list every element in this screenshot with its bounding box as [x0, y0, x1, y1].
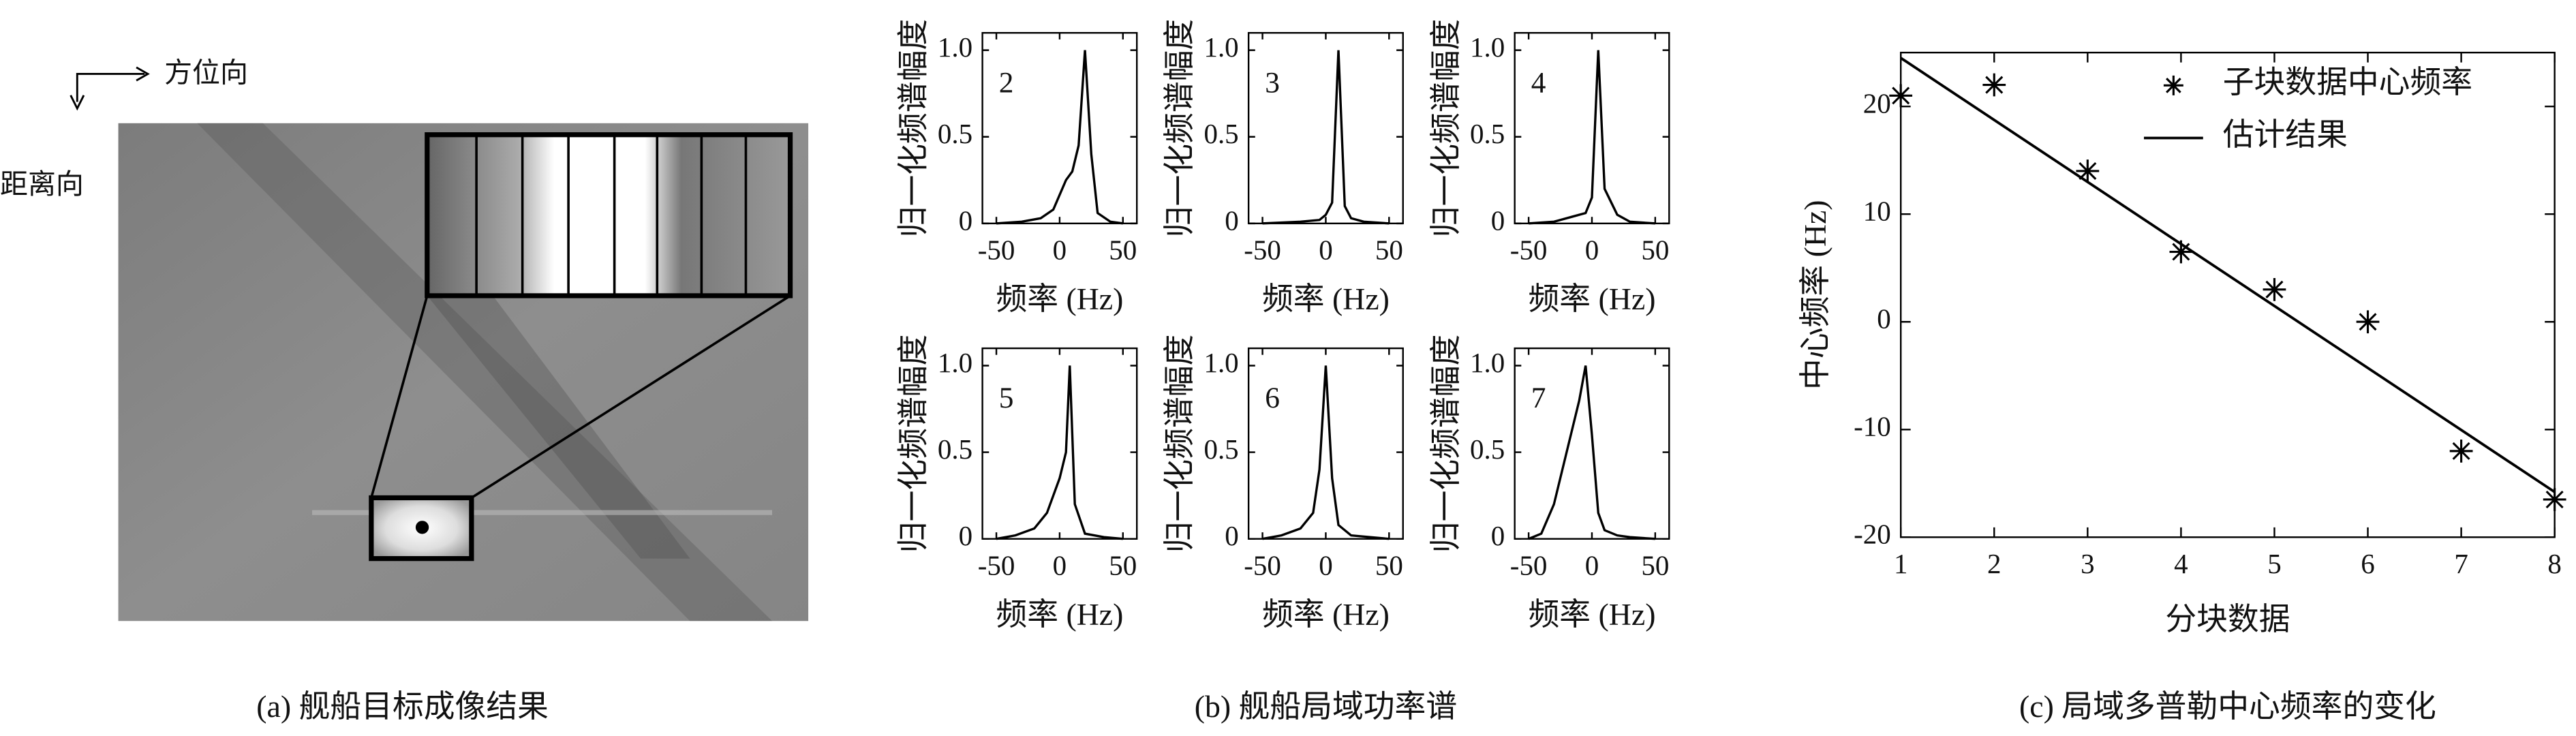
x-tick-label: 0	[1585, 550, 1599, 581]
y-axis-label: 归一化频谱幅度	[1428, 19, 1463, 238]
data-line	[1262, 50, 1390, 225]
y-tick-label: 0	[1491, 520, 1505, 551]
caption: (b) 舰船局域功率谱	[1195, 689, 1457, 724]
x-axis-label: 频率 (Hz)	[996, 597, 1123, 632]
y-tick-label: 0.5	[938, 433, 972, 465]
y-tick-label: 1.0	[938, 31, 972, 63]
data-point	[1982, 73, 2006, 97]
y-axis-label: 归一化频谱幅度	[896, 335, 931, 553]
x-tick-label: 0	[1585, 234, 1599, 266]
data-line	[996, 50, 1124, 225]
panel-number: 2	[999, 66, 1014, 99]
data-point	[2356, 310, 2380, 334]
panel-number: 5	[999, 382, 1014, 414]
y-tick-label: -20	[1854, 519, 1891, 550]
x-tick-label: 0	[1053, 550, 1067, 581]
x-tick-label: 6	[2361, 548, 2374, 579]
x-tick-label: -50	[1510, 234, 1548, 266]
y-tick-label: 10	[1863, 196, 1891, 227]
panel-number: 6	[1265, 382, 1280, 414]
y-tick-label: -10	[1854, 411, 1891, 442]
y-tick-label: 1.0	[1203, 31, 1238, 63]
data-line	[1262, 365, 1390, 540]
y-tick-label: 0	[1491, 204, 1505, 236]
x-tick-label: 4	[2174, 548, 2188, 579]
y-tick-label: 1.0	[1203, 347, 1238, 378]
x-tick-label: -50	[978, 234, 1015, 266]
x-tick-label: 1	[1894, 548, 1907, 579]
x-tick-label: 7	[2454, 548, 2468, 579]
x-tick-label: 50	[1375, 550, 1403, 581]
x-tick-label: 0	[1319, 234, 1332, 266]
y-tick-label: 0.5	[1203, 433, 1238, 465]
data-point	[2449, 440, 2473, 463]
data-point	[2169, 240, 2193, 264]
x-tick-label: 50	[1109, 234, 1137, 266]
y-tick-label: 0	[1877, 303, 1890, 335]
x-tick-label: -50	[1244, 550, 1281, 581]
y-tick-label: 1.0	[938, 347, 972, 378]
panel-number: 4	[1531, 66, 1546, 99]
x-tick-label: 3	[2081, 548, 2094, 579]
x-tick-label: 50	[1109, 550, 1137, 581]
x-axis-label: 频率 (Hz)	[996, 281, 1123, 316]
data-point	[1889, 84, 1913, 108]
y-tick-label: 0.5	[1470, 118, 1505, 149]
y-tick-label: 0	[1225, 520, 1238, 551]
panel-number: 7	[1531, 382, 1546, 414]
x-tick-label: 2	[1987, 548, 2001, 579]
data-point	[2543, 488, 2566, 511]
x-tick-label: 0	[1319, 550, 1332, 581]
y-axis-label: 归一化频谱幅度	[1428, 335, 1463, 553]
x-axis-label: 频率 (Hz)	[1262, 281, 1390, 316]
y-tick-label: 0	[959, 520, 972, 551]
y-tick-label: 0.5	[1203, 118, 1238, 149]
legend-label: 估计结果	[2223, 117, 2348, 152]
x-tick-label: 50	[1375, 234, 1403, 266]
azimuth-label: 方位向	[164, 57, 248, 88]
x-axis-label: 频率 (Hz)	[1529, 281, 1656, 316]
x-tick-label: -50	[1244, 234, 1281, 266]
caption: (a) 舰船目标成像结果	[256, 689, 549, 724]
plot-frame	[1899, 51, 2556, 538]
legend-swatch	[2163, 75, 2183, 95]
axis-arrows	[70, 66, 150, 111]
y-axis-label: 归一化频谱幅度	[896, 19, 931, 238]
data-line	[1528, 365, 1655, 540]
x-axis-label: 频率 (Hz)	[1262, 597, 1390, 632]
y-tick-label: 1.0	[1470, 347, 1505, 378]
y-tick-label: 0.5	[1470, 433, 1505, 465]
x-tick-label: 8	[2547, 548, 2561, 579]
y-axis-label: 归一化频谱幅度	[1162, 335, 1197, 553]
plot-frame	[1247, 32, 1404, 225]
x-axis-label: 分块数据	[2165, 602, 2290, 637]
x-tick-label: 5	[2267, 548, 2281, 579]
x-tick-label: 0	[1053, 234, 1067, 266]
data-point	[2263, 277, 2286, 301]
legend-label: 子块数据中心频率	[2223, 65, 2472, 99]
y-axis-label: 中心频率 (Hz)	[1798, 200, 1833, 390]
x-axis-label: 频率 (Hz)	[1529, 597, 1656, 632]
range-label: 距离向	[0, 168, 84, 200]
x-tick-label: 50	[1641, 550, 1669, 581]
y-tick-label: 0.5	[938, 118, 972, 149]
x-tick-label: -50	[978, 550, 1015, 581]
sar-image	[118, 123, 809, 622]
y-tick-label: 20	[1863, 88, 1891, 119]
x-tick-label: 50	[1641, 234, 1669, 266]
x-tick-label: -50	[1510, 550, 1548, 581]
caption: (c) 局域多普勒中心频率的变化	[2019, 689, 2436, 724]
plot-frame	[981, 347, 1138, 540]
data-line	[1900, 57, 2556, 493]
y-tick-label: 0	[1225, 204, 1238, 236]
y-axis-label: 归一化频谱幅度	[1162, 19, 1197, 238]
data-point	[2076, 159, 2100, 183]
y-tick-label: 0	[959, 204, 972, 236]
data-line	[1528, 50, 1655, 225]
y-tick-label: 1.0	[1470, 31, 1505, 63]
data-line	[996, 365, 1123, 540]
panel-number: 3	[1265, 66, 1280, 99]
